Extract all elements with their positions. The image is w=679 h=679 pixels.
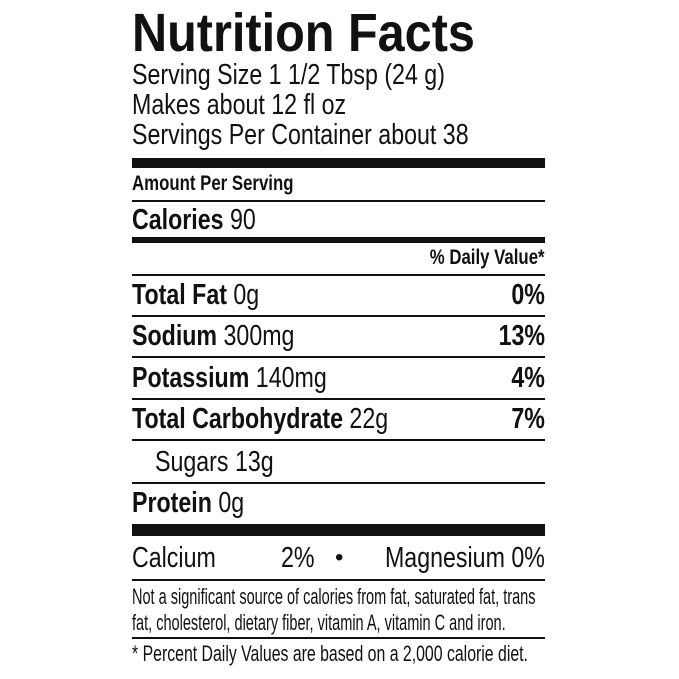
nutrient-label: Sodium <box>132 320 218 352</box>
nutrient-amount: 300mg <box>223 320 295 352</box>
nutrient-row-sodium: Sodium 300mg 13% <box>132 319 545 353</box>
nutrient-row-protein: Protein 0g <box>132 486 545 520</box>
magnesium-value: 0% <box>511 542 545 574</box>
divider <box>132 274 545 276</box>
nutrient-amount: 140mg <box>255 362 327 394</box>
nutrient-dv: 4% <box>511 362 545 394</box>
divider <box>132 315 545 317</box>
daily-value-header-text: % Daily Value* <box>430 246 545 269</box>
nutrient-row-total-carbohydrate: Total Carbohydrate 22g 7% <box>132 402 545 436</box>
footnote-text: * Percent Daily Values are based on a 2,… <box>132 641 528 666</box>
nutrient-row-total-fat: Total Fat 0g 0% <box>132 278 545 312</box>
disclaimer-note: Not a significant source of calories fro… <box>132 584 679 636</box>
thick-divider <box>132 158 545 168</box>
thick-divider <box>132 524 545 536</box>
page-title: Nutrition Facts <box>132 4 513 62</box>
divider <box>132 356 545 358</box>
divider <box>132 439 545 441</box>
serving-size: Serving Size 1 1/2 Tbsp (24 g) <box>132 59 445 91</box>
bullet-separator: • <box>335 544 344 571</box>
note-line: fat, cholesterol, dietary fiber, vitamin… <box>132 610 506 635</box>
divider <box>132 200 545 202</box>
nutrient-dv: 0% <box>511 279 545 311</box>
title-text: Nutrition Facts <box>132 3 475 63</box>
calories-label: Calories <box>132 204 224 236</box>
nutrient-amount: 0g <box>233 279 260 311</box>
divider <box>132 482 545 484</box>
nutrient-label: Total Fat <box>132 279 227 311</box>
nutrient-label: Potassium <box>132 362 250 394</box>
daily-value-header: % Daily Value* <box>401 245 545 271</box>
nutrient-row-potassium: Potassium 140mg 4% <box>132 361 545 395</box>
calcium-label: Calcium <box>132 542 216 574</box>
amount-per-serving: Amount Per Serving <box>132 171 334 197</box>
nutrient-row-sugars: Sugars 13g <box>132 445 545 479</box>
nutrient-amount: 13g <box>234 446 274 478</box>
nutrient-label: Protein <box>132 487 212 519</box>
magnesium-label: Magnesium <box>385 542 506 574</box>
medium-divider <box>132 237 545 243</box>
makes-about: Makes about 12 fl oz <box>132 89 347 121</box>
divider <box>132 637 545 639</box>
nutrient-label: Total Carbohydrate <box>132 403 343 435</box>
amount-per-serving-text: Amount Per Serving <box>132 172 294 195</box>
minerals-row: Calcium 2% • Magnesium 0% <box>132 541 545 575</box>
serving-info: Serving Size 1 1/2 Tbsp (24 g) Makes abo… <box>132 60 553 150</box>
note-line: Not a significant source of calories fro… <box>132 584 536 609</box>
servings-per-container: Servings Per Container about 38 <box>132 119 469 151</box>
nutrient-amount: 22g <box>349 403 389 435</box>
nutrient-dv: 7% <box>511 403 545 435</box>
calories-row: Calories 90 <box>132 203 545 237</box>
divider <box>132 398 545 400</box>
calcium-value: 2% <box>281 542 315 574</box>
footnote: * Percent Daily Values are based on a 2,… <box>132 641 679 667</box>
divider <box>132 579 545 581</box>
nutrient-amount: 0g <box>218 487 245 519</box>
nutrient-label: Sugars <box>155 446 229 478</box>
nutrient-dv: 13% <box>498 320 545 352</box>
calories-value: 90 <box>230 204 256 236</box>
